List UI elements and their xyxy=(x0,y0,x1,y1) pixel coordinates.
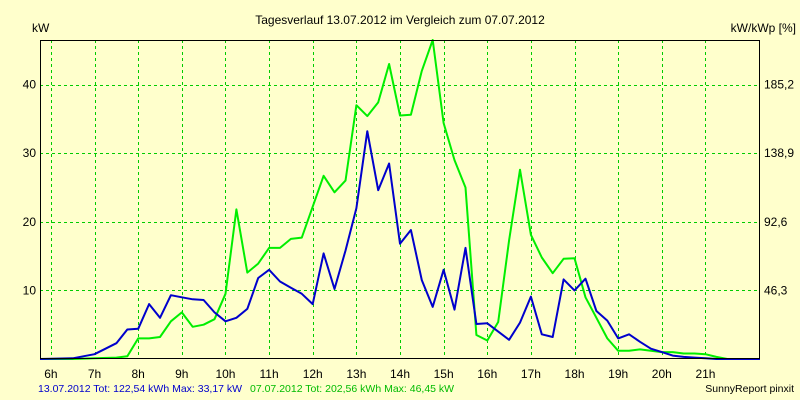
x-tick-label: 8h xyxy=(132,367,145,381)
y-tick-label-left: 30 xyxy=(23,146,37,160)
legend-07-07: 07.07.2012 Tot: 202,56 kWh Max: 46,45 kW xyxy=(250,383,454,395)
x-tick-label: 13h xyxy=(346,367,366,381)
x-tick-label: 20h xyxy=(652,367,672,381)
x-tick-label: 21h xyxy=(695,367,715,381)
series-lines xyxy=(39,39,760,360)
chart-title: Tagesverlauf 13.07.2012 im Vergleich zum… xyxy=(255,13,545,27)
x-tick-label: 18h xyxy=(565,367,585,381)
x-tick-label: 10h xyxy=(215,367,235,381)
legend-13-07: 13.07.2012 Tot: 122,54 kWh Max: 33,17 kW xyxy=(38,383,242,395)
grid xyxy=(40,40,760,359)
x-tick-label: 9h xyxy=(175,367,188,381)
series-line-07-07-2012 xyxy=(40,39,760,360)
x-tick-label: 19h xyxy=(608,367,628,381)
x-tick-label: 17h xyxy=(521,367,541,381)
credit-text: SunnyReport pinxit xyxy=(705,383,794,395)
y-tick-label-left: 20 xyxy=(23,215,37,229)
y-axis-label-right: kW/kWp [%] xyxy=(731,21,796,35)
y-tick-label-right: 92,6 xyxy=(764,215,788,229)
x-tick-label: 12h xyxy=(303,367,323,381)
x-tick-label: 6h xyxy=(44,367,57,381)
plot-frame xyxy=(40,40,760,359)
series-line-13-07-2012 xyxy=(39,130,760,360)
x-tick-label: 11h xyxy=(260,367,279,381)
x-tick-label: 7h xyxy=(88,367,101,381)
y-tick-label-right: 138,9 xyxy=(764,146,794,160)
y-tick-label-left: 10 xyxy=(23,283,37,297)
y-tick-label-right: 46,3 xyxy=(764,283,788,297)
y-tick-label-left: 40 xyxy=(23,78,37,92)
x-tick-label: 16h xyxy=(477,367,497,381)
y-axis-label-left: kW xyxy=(32,21,50,35)
tick-labels: 6h 7h 8h 9h 10h 11h 12h 13h 14h 15h 16h 17h 18h 19h 20… xyxy=(23,78,795,381)
y-tick-label-right: 185,2 xyxy=(764,78,794,92)
x-tick-label: 15h xyxy=(434,367,454,381)
x-tick-label: 14h xyxy=(390,367,410,381)
